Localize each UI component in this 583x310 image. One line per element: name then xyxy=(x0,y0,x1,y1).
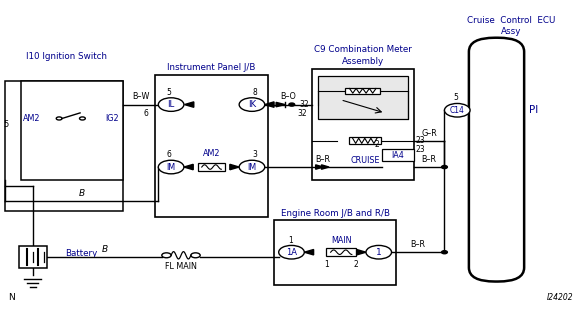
Text: 32: 32 xyxy=(300,100,310,108)
FancyBboxPatch shape xyxy=(19,246,47,268)
FancyBboxPatch shape xyxy=(21,81,123,180)
FancyBboxPatch shape xyxy=(274,220,396,285)
Text: B: B xyxy=(102,245,108,254)
Polygon shape xyxy=(276,102,285,107)
Circle shape xyxy=(441,166,447,169)
Text: PI: PI xyxy=(529,105,538,115)
Text: B–R: B–R xyxy=(316,155,331,164)
Circle shape xyxy=(441,251,447,254)
Polygon shape xyxy=(265,102,274,107)
Text: B: B xyxy=(79,189,85,198)
Text: AM2: AM2 xyxy=(23,114,40,123)
Text: 2: 2 xyxy=(374,140,380,149)
Text: I24202: I24202 xyxy=(547,293,574,302)
Text: B–R: B–R xyxy=(422,155,437,164)
FancyBboxPatch shape xyxy=(349,137,381,144)
Text: IG2: IG2 xyxy=(106,114,119,123)
Circle shape xyxy=(366,246,392,259)
Text: 23: 23 xyxy=(416,136,426,145)
Text: 6: 6 xyxy=(166,150,171,159)
Text: Engine Room J/B and R/B: Engine Room J/B and R/B xyxy=(280,209,389,218)
FancyBboxPatch shape xyxy=(318,76,408,119)
Text: 32: 32 xyxy=(297,109,307,118)
Text: 1: 1 xyxy=(376,248,382,257)
Text: Instrument Panel J/B: Instrument Panel J/B xyxy=(167,63,256,72)
Text: Battery: Battery xyxy=(65,249,97,258)
Circle shape xyxy=(444,104,470,117)
Circle shape xyxy=(191,253,200,258)
Text: G–R: G–R xyxy=(421,129,437,138)
Circle shape xyxy=(159,98,184,111)
Polygon shape xyxy=(184,102,194,107)
Polygon shape xyxy=(184,164,193,170)
Polygon shape xyxy=(315,165,323,169)
Text: 5: 5 xyxy=(3,120,8,129)
Circle shape xyxy=(159,160,184,174)
Text: 23: 23 xyxy=(416,145,426,154)
Text: CRUISE: CRUISE xyxy=(350,156,380,165)
Text: IA4: IA4 xyxy=(391,151,404,160)
Text: IM: IM xyxy=(247,162,257,171)
Text: B–R: B–R xyxy=(410,240,426,249)
Text: C14: C14 xyxy=(450,106,465,115)
Text: 1: 1 xyxy=(288,236,293,245)
Text: IL: IL xyxy=(167,100,175,109)
FancyBboxPatch shape xyxy=(155,75,268,217)
Circle shape xyxy=(79,117,85,120)
Circle shape xyxy=(162,253,171,258)
Text: MAIN: MAIN xyxy=(331,236,352,245)
FancyBboxPatch shape xyxy=(469,38,524,281)
Polygon shape xyxy=(304,250,314,255)
Circle shape xyxy=(56,117,62,120)
Text: Cruise  Control  ECU
Assy: Cruise Control ECU Assy xyxy=(467,16,555,36)
Text: B–O: B–O xyxy=(280,92,296,101)
Circle shape xyxy=(279,246,304,259)
FancyBboxPatch shape xyxy=(345,88,380,94)
Text: 2: 2 xyxy=(353,259,358,269)
Circle shape xyxy=(289,103,294,106)
Polygon shape xyxy=(321,165,329,169)
Circle shape xyxy=(239,98,265,111)
Text: 5: 5 xyxy=(454,93,459,102)
FancyBboxPatch shape xyxy=(382,149,413,161)
Text: 1A: 1A xyxy=(286,248,297,257)
Text: IM: IM xyxy=(167,162,175,171)
Text: FL MAIN: FL MAIN xyxy=(165,262,197,271)
FancyBboxPatch shape xyxy=(5,81,123,210)
Text: N: N xyxy=(8,293,15,302)
FancyBboxPatch shape xyxy=(312,69,413,180)
FancyBboxPatch shape xyxy=(198,163,226,171)
Text: AM2: AM2 xyxy=(203,149,220,158)
Text: 3: 3 xyxy=(252,150,257,159)
Text: IK: IK xyxy=(248,100,256,109)
Polygon shape xyxy=(230,164,239,170)
Text: B–W: B–W xyxy=(132,92,149,101)
Text: 8: 8 xyxy=(252,88,257,97)
Text: 1: 1 xyxy=(324,259,329,269)
Polygon shape xyxy=(357,250,366,255)
Circle shape xyxy=(239,160,265,174)
Text: C9 Combination Meter
Assembly: C9 Combination Meter Assembly xyxy=(314,45,412,65)
FancyBboxPatch shape xyxy=(326,248,356,256)
Text: 5: 5 xyxy=(166,88,171,97)
Text: 6: 6 xyxy=(144,109,149,118)
Text: I10 Ignition Switch: I10 Ignition Switch xyxy=(26,52,107,61)
